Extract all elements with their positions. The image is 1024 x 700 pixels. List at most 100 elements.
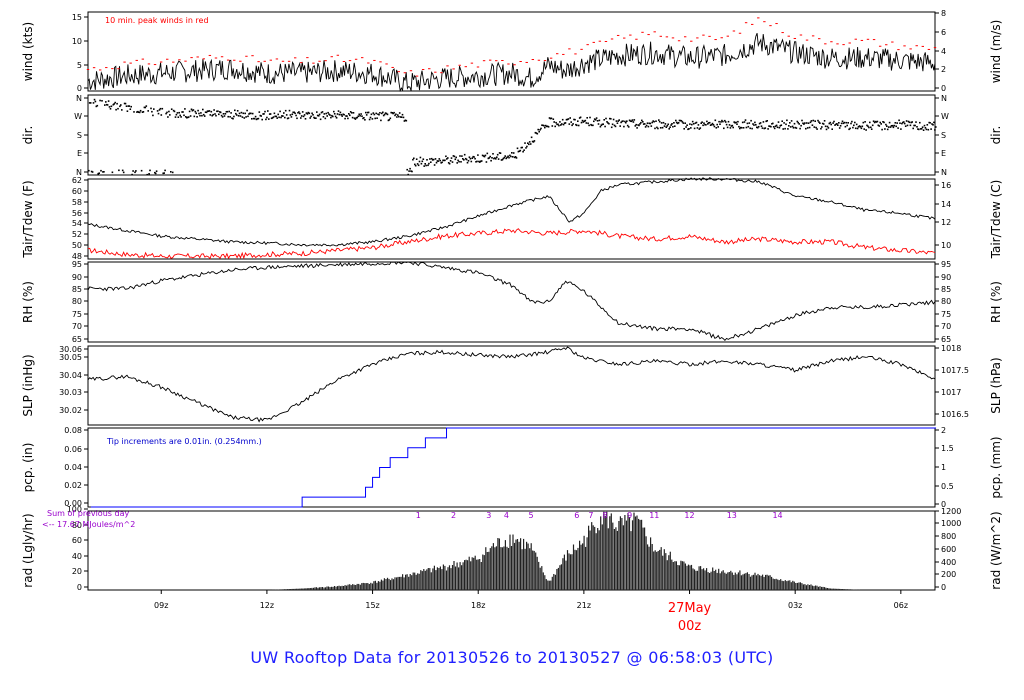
dir-point xyxy=(802,122,804,125)
dir-point xyxy=(811,124,814,126)
dir-point xyxy=(789,122,791,124)
dir-point xyxy=(224,113,227,115)
rad-hour-mark: 8 xyxy=(602,511,607,520)
dir-point xyxy=(511,152,513,154)
dir-point xyxy=(127,105,130,107)
right-tick-label-rad: 0 xyxy=(941,583,946,592)
dir-point xyxy=(509,154,511,157)
dir-point xyxy=(686,124,688,126)
dir-point xyxy=(130,105,132,108)
dir-point xyxy=(873,121,876,124)
rad-hour-mark: 14 xyxy=(772,511,782,520)
dir-point xyxy=(869,121,871,124)
dir-point xyxy=(803,123,805,125)
rad-note-line1: Sum of previous day xyxy=(47,509,129,518)
dir-point xyxy=(544,126,546,129)
dir-point xyxy=(420,162,423,165)
dir-point xyxy=(312,114,314,116)
dir-point xyxy=(398,115,400,118)
dir-point xyxy=(562,123,565,126)
dir-point xyxy=(356,116,359,119)
dir-point xyxy=(847,122,849,124)
left-tick-label-temp: 58 xyxy=(72,198,82,207)
dir-point xyxy=(178,111,180,114)
dir-point xyxy=(819,122,821,124)
right-axis-label-wind: wind (m/s) xyxy=(989,20,1003,84)
dir-point xyxy=(679,119,682,122)
right-tick-label-rh: 95 xyxy=(941,260,951,269)
dir-point xyxy=(561,123,563,125)
dir-point xyxy=(565,118,568,121)
dir-point xyxy=(112,103,115,106)
dir-point xyxy=(496,156,498,158)
dir-point xyxy=(367,111,370,114)
dir-point xyxy=(577,124,580,127)
dir-point xyxy=(270,117,273,120)
dir-point xyxy=(109,108,112,110)
dir-point xyxy=(418,160,421,163)
dir-point xyxy=(763,127,766,130)
dir-point xyxy=(387,119,390,122)
dir-point xyxy=(315,117,317,119)
dir-point xyxy=(182,111,184,113)
dir-point xyxy=(689,123,691,125)
dir-point xyxy=(399,116,402,118)
left-tick-label-dir: E xyxy=(77,149,82,158)
dir-point xyxy=(590,123,592,126)
dir-point xyxy=(619,125,621,127)
right-tick-label-pcp: 1.5 xyxy=(941,444,954,453)
dir-point xyxy=(916,126,918,128)
dir-point xyxy=(886,125,888,127)
dir-point xyxy=(213,109,215,111)
dir-point xyxy=(253,117,256,120)
dir-point xyxy=(741,121,744,124)
dir-point xyxy=(448,162,451,165)
dir-point xyxy=(588,124,590,127)
dir-point xyxy=(579,116,582,119)
dir-point xyxy=(744,119,747,121)
dir-point xyxy=(121,169,124,172)
dir-point xyxy=(567,118,570,120)
right-tick-label-rh: 90 xyxy=(941,273,951,282)
dir-point xyxy=(615,120,618,122)
dir-point xyxy=(228,110,230,113)
dir-point xyxy=(451,161,454,163)
dir-point xyxy=(129,108,132,110)
dir-point xyxy=(153,108,155,110)
dir-point xyxy=(345,115,347,117)
dir-point xyxy=(558,124,560,127)
dir-point xyxy=(774,125,777,127)
left-tick-label-rh: 90 xyxy=(72,273,82,282)
dir-point xyxy=(373,113,376,116)
rad-hour-mark: 13 xyxy=(727,511,737,520)
dir-point xyxy=(621,120,623,123)
dir-point xyxy=(227,115,229,118)
dir-point xyxy=(551,125,554,127)
dir-point xyxy=(518,150,521,152)
left-tick-label-dir: N xyxy=(76,94,82,103)
dir-point xyxy=(626,124,629,127)
dir-point xyxy=(380,119,382,122)
dir-point xyxy=(775,124,778,127)
left-tick-label-rh: 75 xyxy=(72,310,82,319)
dir-point xyxy=(436,160,439,162)
dir-point xyxy=(706,120,708,123)
dir-point xyxy=(431,159,434,161)
dir-point xyxy=(762,121,765,123)
dir-point xyxy=(613,124,616,127)
dir-point xyxy=(678,119,681,122)
dir-point xyxy=(825,128,828,131)
dir-point xyxy=(913,124,915,127)
dir-point xyxy=(432,158,435,161)
dir-point xyxy=(185,116,187,118)
dir-point xyxy=(605,117,607,120)
dir-point xyxy=(284,116,286,119)
right-tick-label-rad: 800 xyxy=(941,532,956,541)
dir-point xyxy=(816,128,818,130)
dir-point xyxy=(300,117,302,119)
dir-point xyxy=(574,118,576,121)
right-axis-label-temp: Tair/Tdew (C) xyxy=(989,180,1003,260)
dir-point xyxy=(229,116,231,118)
dir-point xyxy=(439,159,441,162)
dir-point xyxy=(472,155,474,158)
